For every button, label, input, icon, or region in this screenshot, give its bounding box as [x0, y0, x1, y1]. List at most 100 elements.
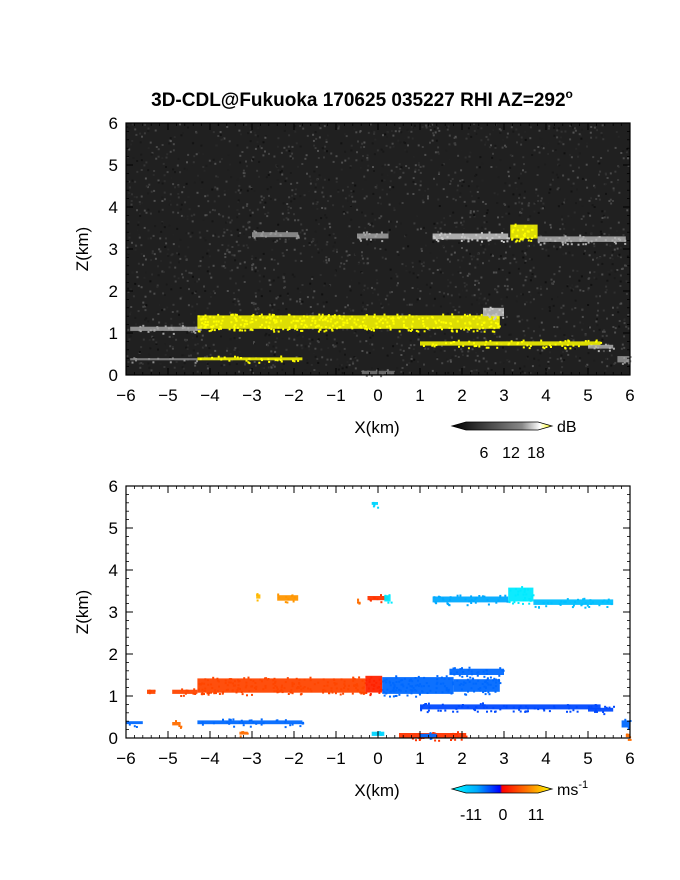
- noise-speckle: [245, 165, 248, 168]
- noise-speckle: [317, 361, 320, 364]
- noise-speckle: [409, 344, 412, 347]
- echo-pixel: [246, 694, 248, 697]
- noise-speckle: [325, 259, 328, 262]
- noise-speckle: [181, 191, 184, 194]
- noise-speckle: [484, 203, 487, 205]
- echo-pixel: [239, 316, 242, 319]
- noise-speckle: [416, 228, 419, 231]
- echo-pixel: [456, 671, 458, 674]
- noise-speckle: [136, 170, 139, 173]
- echo-pixel: [584, 340, 587, 343]
- noise-speckle: [396, 250, 399, 253]
- noise-speckle: [429, 141, 431, 144]
- noise-speckle: [241, 151, 244, 153]
- noise-speckle: [128, 194, 131, 197]
- noise-speckle: [606, 350, 609, 353]
- noise-speckle: [188, 354, 191, 357]
- echo-pixel: [376, 317, 379, 320]
- echo-pixel: [419, 683, 422, 686]
- noise-speckle: [491, 305, 494, 308]
- noise-speckle: [341, 256, 343, 259]
- noise-speckle: [185, 346, 188, 349]
- noise-speckle: [528, 202, 531, 205]
- noise-speckle: [613, 291, 616, 294]
- noise-speckle: [592, 224, 595, 227]
- echo-pixel: [584, 602, 587, 605]
- noise-speckle: [133, 195, 136, 198]
- echo-pixel: [517, 593, 519, 596]
- echo-pixel: [274, 233, 277, 236]
- noise-speckle: [550, 226, 552, 229]
- noise-speckle: [251, 266, 254, 269]
- echo-pixel: [584, 238, 587, 241]
- noise-speckle: [239, 176, 242, 179]
- noise-speckle: [466, 160, 469, 163]
- noise-speckle: [547, 368, 550, 371]
- echo-pixel: [325, 317, 328, 319]
- noise-speckle: [226, 220, 229, 223]
- noise-speckle: [252, 156, 255, 159]
- echo-pixel: [420, 709, 423, 712]
- noise-speckle: [489, 133, 492, 136]
- noise-speckle: [380, 330, 383, 333]
- noise-speckle: [285, 217, 288, 220]
- noise-speckle: [161, 208, 164, 211]
- noise-speckle: [157, 148, 160, 151]
- echo-pixel: [564, 235, 567, 238]
- noise-speckle: [437, 146, 440, 149]
- noise-speckle: [549, 223, 552, 226]
- echo-pixel: [368, 680, 371, 683]
- noise-speckle: [335, 309, 338, 312]
- noise-speckle: [468, 262, 471, 265]
- noise-speckle: [332, 204, 335, 207]
- noise-speckle: [623, 335, 626, 338]
- noise-speckle: [131, 241, 133, 244]
- echo-region: [432, 233, 509, 240]
- echo-pixel: [228, 328, 231, 331]
- echo-pixel: [495, 313, 498, 316]
- noise-speckle: [172, 233, 175, 236]
- echo-pixel: [445, 342, 447, 345]
- echo-pixel: [300, 688, 303, 691]
- echo-pixel: [287, 313, 290, 316]
- noise-speckle: [538, 129, 541, 132]
- echo-pixel: [540, 339, 543, 342]
- noise-speckle: [493, 192, 496, 195]
- noise-speckle: [541, 247, 544, 250]
- echo-pixel: [215, 323, 218, 326]
- echo-pixel: [450, 739, 452, 741]
- noise-speckle: [477, 282, 480, 285]
- noise-speckle: [374, 218, 377, 221]
- backscatter-colorbar-unit: dB: [557, 419, 577, 436]
- noise-speckle: [407, 245, 410, 248]
- noise-speckle: [414, 183, 417, 186]
- noise-speckle: [513, 257, 516, 260]
- noise-speckle: [533, 244, 536, 247]
- noise-speckle: [596, 129, 599, 132]
- noise-speckle: [399, 168, 402, 170]
- echo-pixel: [443, 677, 446, 680]
- echo-pixel: [181, 688, 184, 691]
- echo-pixel: [354, 684, 357, 687]
- echo-pixel: [226, 684, 229, 687]
- noise-speckle: [612, 200, 614, 202]
- echo-pixel: [568, 704, 571, 707]
- noise-speckle: [551, 298, 553, 301]
- noise-speckle: [547, 360, 550, 363]
- echo-pixel: [423, 676, 426, 679]
- noise-speckle: [217, 195, 220, 198]
- noise-speckle: [184, 339, 187, 342]
- noise-speckle: [128, 127, 131, 130]
- echo-pixel: [460, 316, 463, 319]
- echo-pixel: [259, 678, 262, 681]
- noise-speckle: [141, 202, 144, 204]
- noise-speckle: [589, 131, 592, 134]
- noise-speckle: [128, 180, 131, 183]
- echo-pixel: [255, 231, 258, 234]
- echo-pixel: [245, 684, 248, 687]
- noise-speckle: [417, 144, 420, 147]
- echo-pixel: [386, 325, 389, 328]
- noise-speckle: [514, 127, 517, 130]
- echo-pixel: [369, 694, 372, 697]
- echo-pixel: [321, 313, 324, 316]
